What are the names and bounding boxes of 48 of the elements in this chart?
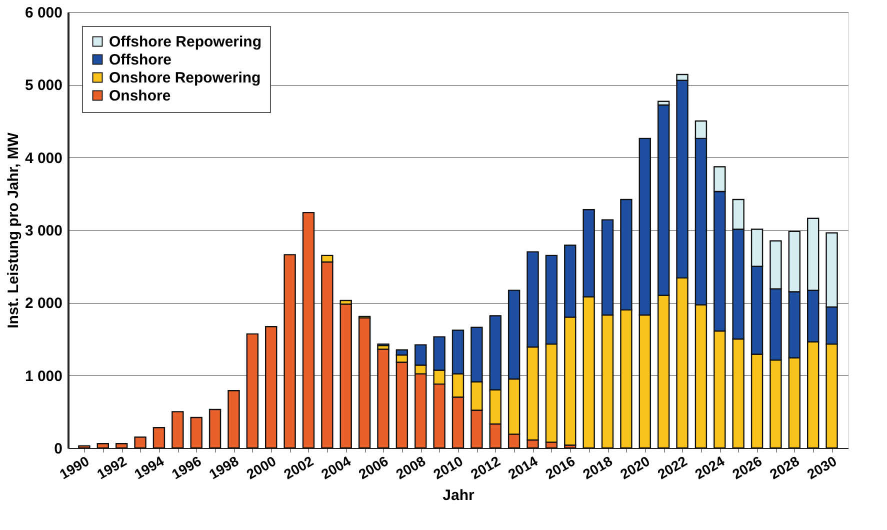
- bar: [284, 254, 296, 449]
- x-tick-label: 2010: [430, 452, 466, 482]
- x-tick-label: 2006: [356, 452, 391, 482]
- y-tick-label: 5 000: [24, 77, 62, 94]
- bar: [152, 427, 166, 449]
- x-tick-label: 2002: [281, 452, 316, 482]
- x-tick-label: 1998: [206, 452, 242, 482]
- legend-label: Offshore: [109, 52, 172, 68]
- x-tick-label: 2026: [730, 452, 765, 482]
- bar: [134, 436, 146, 449]
- x-tick-label: 2012: [468, 452, 504, 482]
- x-tick-label: 2008: [393, 452, 428, 482]
- y-tick-label: 3 000: [24, 222, 62, 240]
- legend-label: Onshore Repowering: [109, 70, 261, 86]
- bar: [377, 348, 390, 449]
- bar: [265, 326, 278, 449]
- bar: [190, 416, 202, 449]
- legend-label: Offshore Repowering: [109, 34, 262, 50]
- x-tick-label: 2004: [318, 452, 354, 482]
- legend-label: Onshore: [109, 88, 171, 104]
- x-tick-label: 2022: [654, 452, 690, 482]
- x-tick-label: 2020: [617, 452, 653, 482]
- x-tick-label: 2000: [244, 452, 279, 482]
- x-tick-label: 2016: [542, 452, 578, 482]
- bar: [208, 408, 222, 449]
- bar: [115, 443, 128, 449]
- x-tick-label: 1992: [94, 452, 130, 482]
- bar: [358, 317, 371, 449]
- x-tick-label: 2028: [766, 452, 802, 482]
- x-tick-label: 2018: [580, 452, 616, 482]
- bar: [340, 304, 352, 449]
- x-axis-title: Jahr: [442, 487, 475, 504]
- y-tick-label: 2 000: [24, 295, 62, 312]
- x-tick-label: 1996: [168, 452, 204, 482]
- y-tick-label: 6 000: [24, 4, 62, 22]
- bar: [302, 212, 315, 449]
- x-tick-label: 2024: [692, 452, 728, 482]
- x-tick-label: 2014: [505, 452, 540, 482]
- y-axis-title: Inst. Leistung pro Jahr, MW: [4, 132, 22, 328]
- bar: [228, 390, 240, 449]
- bar: [78, 445, 90, 449]
- bar: [96, 443, 110, 449]
- x-tick-label: 2030: [804, 452, 840, 482]
- bar: [172, 411, 184, 449]
- x-tick-label: 1994: [131, 452, 167, 482]
- y-tick-label: 1 000: [24, 368, 62, 385]
- y-tick-label: 4 000: [24, 150, 62, 167]
- bar: [246, 333, 259, 449]
